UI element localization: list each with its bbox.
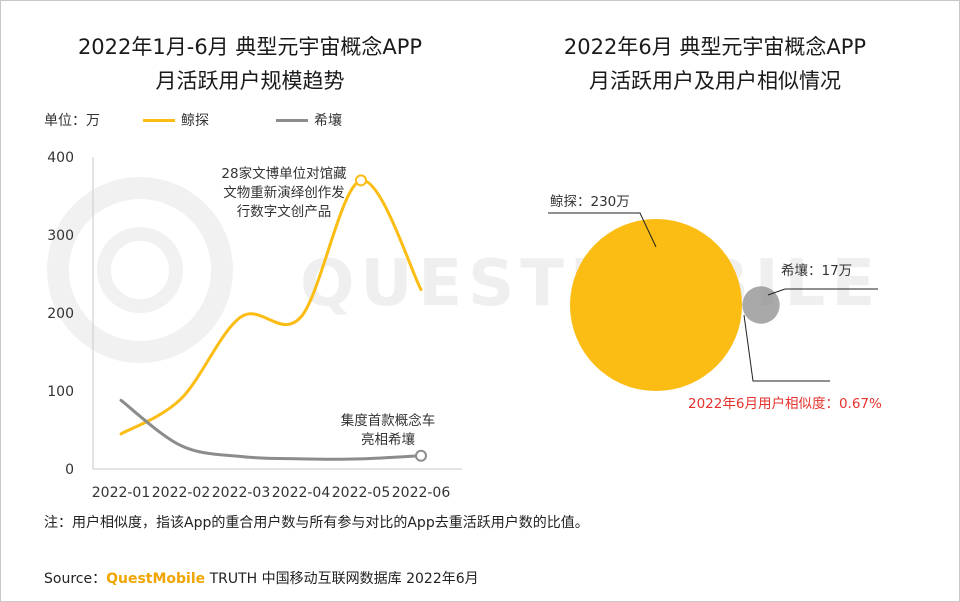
annotation-marker <box>355 174 367 187</box>
legend-swatch-xirang <box>276 118 308 122</box>
source-suffix: TRUTH 中国移动互联网数据库 2022年6月 <box>205 571 479 587</box>
right-title-line2: 月活跃用户及用户相似情况 <box>589 69 841 93</box>
bubble-label-xirang: 希壤：17万 <box>781 262 852 279</box>
annotation-text: 文物重新演绎创作发 <box>223 185 345 201</box>
annotation-text: 28家文博单位对馆藏 <box>221 165 347 182</box>
annotation-marker <box>415 449 427 462</box>
footnote: 注：用户相似度，指该App的重合用户数与所有参与对比的App去重活跃用户数的比值… <box>44 515 589 531</box>
x-tick-label: 2022-02 <box>152 485 211 501</box>
x-tick-label: 2022-05 <box>332 485 391 501</box>
legend-label-jingtan: 鲸探 <box>181 113 209 129</box>
leader-line-jingtan <box>548 212 657 248</box>
source-line: Source：QuestMobile TRUTH 中国移动互联网数据库 2022… <box>44 568 479 588</box>
source-brand: QuestMobile <box>106 571 206 587</box>
legend-swatch-jingtan <box>143 118 175 122</box>
watermark-logo: QUESTMOBILE <box>47 177 875 363</box>
series-line-jingtan <box>119 178 423 436</box>
x-tick-label: 2022-06 <box>392 485 451 501</box>
series-line-xirang <box>119 398 423 461</box>
leader-line-xirang <box>767 288 878 296</box>
annotation-text: 亮相希壤 <box>361 431 415 448</box>
right-title-line1: 2022年6月 典型元宇宙概念APP <box>563 35 867 59</box>
right-chart-title: 2022年6月 典型元宇宙概念APP 月活跃用户及用户相似情况 <box>500 30 930 98</box>
bubble-label-jingtan: 鲸探：230万 <box>550 194 630 210</box>
leader-line-similarity <box>743 314 830 382</box>
left-title-line2: 月活跃用户规模趋势 <box>155 69 345 93</box>
annotation-text: 集度首款概念车 <box>341 412 436 429</box>
similarity-label: 2022年6月用户相似度：0.67% <box>688 395 882 412</box>
y-tick-label: 300 <box>47 228 74 244</box>
bubble-xirang <box>742 286 780 324</box>
y-tick-label: 0 <box>65 462 74 478</box>
legend-item-xirang: 希壤 <box>276 110 342 130</box>
x-tick-label: 2022-03 <box>212 485 271 501</box>
y-tick-label: 200 <box>47 306 74 322</box>
unit-label: 单位：万 <box>44 113 100 129</box>
y-tick-label: 400 <box>47 150 74 166</box>
left-chart-title: 2022年1月-6月 典型元宇宙概念APP 月活跃用户规模趋势 <box>40 30 460 98</box>
legend-label-xirang: 希壤 <box>314 113 342 129</box>
x-tick-label: 2022-04 <box>272 485 331 501</box>
x-tick-label: 2022-01 <box>92 485 151 501</box>
annotation-text: 行数字文创产品 <box>237 204 332 220</box>
left-title-line1: 2022年1月-6月 典型元宇宙概念APP <box>77 35 423 59</box>
y-tick-label: 100 <box>47 384 74 400</box>
legend-item-jingtan: 鲸探 <box>143 110 209 130</box>
bubble-jingtan <box>570 219 742 391</box>
source-prefix: Source： <box>44 571 107 587</box>
